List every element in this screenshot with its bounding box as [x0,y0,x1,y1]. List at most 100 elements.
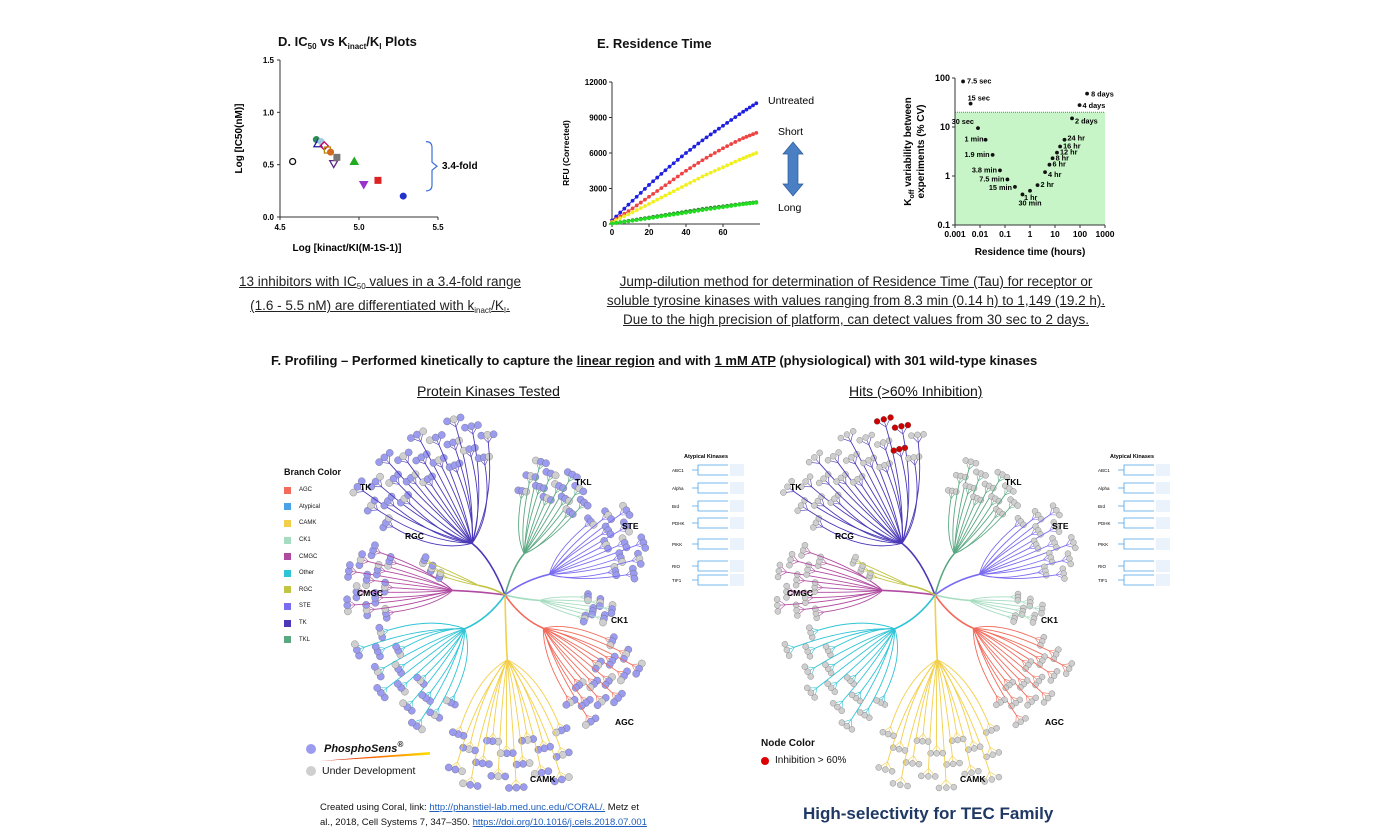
data-point [961,79,965,84]
atypical-group-label: PIKK [672,542,682,547]
tree-label-agc: AGC [1045,717,1064,727]
tree-branch [504,594,544,630]
tree-branch [807,509,903,544]
kinase-node [518,737,526,745]
coral-link[interactable]: http://phanstiel-lab.med.unc.edu/CORAL/. [429,802,606,813]
kinase-node [1014,502,1021,509]
kinase-node [784,483,791,490]
kinase-node [1022,715,1029,722]
branch-legend-item: STE [284,598,341,615]
kinase-node [362,601,370,609]
kinase-node [824,457,832,464]
series-point [741,202,746,207]
kinase-node [932,773,939,780]
kinome-tree-hits: TK TKL STE RCG CMGC CK1 AGC CAMK [773,414,1079,792]
kinase-node [1002,684,1009,692]
branch-color-swatch [284,619,291,627]
kinase-node [1066,555,1073,562]
branch-legend-item: Atypical [284,499,341,516]
atypical-group-label: Brd [1098,504,1106,509]
atypical-leaf-labels [1156,482,1170,494]
tree-branch [901,434,910,544]
phosphosens-node-icon [306,744,316,754]
node-color-legend: Node Color Inhibition > 60% [761,738,846,766]
kinase-node [371,477,380,486]
series-point [667,191,672,196]
phosphosens-gradient [320,752,430,761]
kinase-node [793,576,800,583]
kinase-node [1061,575,1068,582]
kinase-node [565,773,573,781]
tree-label-ste: STE [622,521,639,531]
kinase-node [568,510,577,518]
kinase-node [816,449,823,457]
kinase-node [1010,618,1017,625]
kinase-node [824,680,831,687]
hits-heading: Hits (>60% Inhibition) [849,383,983,399]
series-point [721,123,725,128]
kinase-node [887,414,894,421]
kinase-node [375,458,383,466]
tree-branch [850,441,903,544]
branch-color-swatch [284,586,291,594]
series-point [642,186,647,191]
tree-branch [548,526,586,575]
kinase-node [461,423,469,432]
tree-branch [506,659,561,748]
panel-d-caption: 13 inhibitors with IC50 values in a 3.4-… [238,274,522,315]
tree-branch [972,627,1043,694]
kinase-node [925,773,932,780]
series-point [634,203,639,208]
point-label: 8 days [1091,90,1114,99]
data-point [1020,192,1025,197]
atypical-branch [1118,517,1154,529]
kinase-node [905,455,912,462]
kinase-node [890,732,897,739]
tree-branch [364,628,465,648]
series-point [655,215,660,219]
x-tick-label: 10 [1050,229,1060,239]
series-point [708,153,713,158]
kinase-node [617,676,625,685]
atypical-kinases-tree-right: Atypical Kinases ABC1 Alpha Brd PDHK PIKK RIO T… [1098,454,1170,586]
node-color-title: Node Color [761,738,815,749]
series-point [659,214,664,219]
series-point [747,105,752,110]
series-point [708,170,713,175]
tree-branch [438,628,466,709]
atypical-branch [692,517,728,529]
tree-branch [549,544,637,575]
atypical-title: Atypical Kinases [1110,454,1154,460]
kinase-node [792,601,800,608]
tree-branch [543,626,606,639]
kinase-node [890,447,897,454]
tree-branch [901,659,938,778]
tree-branch [823,590,884,613]
kinase-node [873,418,881,425]
kinase-node [811,454,818,461]
branch-legend-label: AGC [299,487,313,494]
doi-link[interactable]: https://doi.org/10.1016/j.cels.2018.07.0… [472,817,647,828]
series-point [754,151,759,155]
tree-branch [543,627,606,657]
tree-branch [868,628,896,709]
kinase-node [636,560,645,568]
branch-color-swatch [284,553,291,561]
tree-branch [953,481,999,555]
branch-color-swatch [284,519,291,527]
series-point [684,168,688,173]
kinase-node [1053,668,1061,675]
series-point [675,212,680,216]
tree-branch [816,628,896,689]
x-tick-label: 0.1 [999,229,1011,239]
tree-branch [549,573,626,580]
tree-branch [384,628,465,668]
tree-branch [953,494,968,554]
kinase-node [367,482,376,491]
kinase-node [519,760,527,768]
kinase-node [449,728,457,736]
kinase-node [487,772,496,780]
kinase-node [641,544,650,552]
kinase-node [353,483,362,491]
kinase-node [910,454,917,461]
